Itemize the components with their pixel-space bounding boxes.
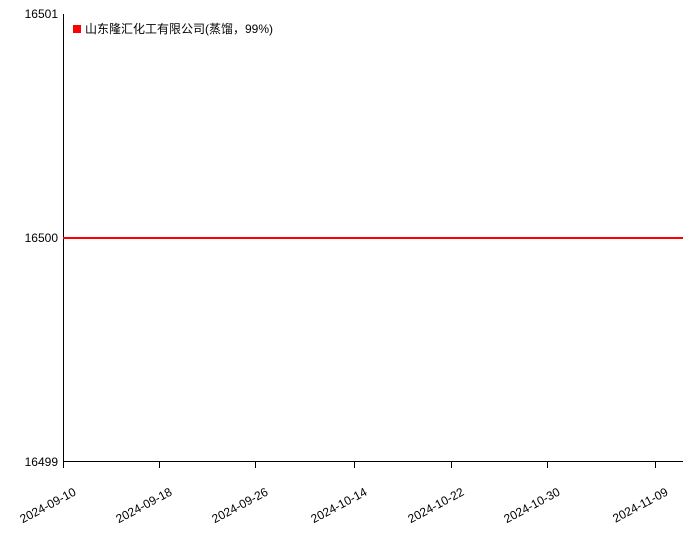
x-tick-mark xyxy=(159,462,160,468)
legend-label: 山东隆汇化工有限公司(蒸馏，99%) xyxy=(85,20,273,37)
x-tick-label: 2024-09-26 xyxy=(193,485,270,535)
x-tick-mark xyxy=(255,462,256,468)
x-tick-label: 2024-11-09 xyxy=(593,485,670,535)
x-tick-mark xyxy=(63,462,64,468)
x-tick-mark xyxy=(354,462,355,468)
x-tick-label: 2024-09-10 xyxy=(1,485,78,535)
x-tick-mark xyxy=(547,462,548,468)
y-tick-label: 16501 xyxy=(25,7,58,21)
series-line xyxy=(63,237,683,240)
x-tick-label: 2024-10-22 xyxy=(389,485,466,535)
chart-legend: 山东隆汇化工有限公司(蒸馏，99%) xyxy=(73,20,273,37)
x-tick-label: 2024-10-14 xyxy=(292,485,369,535)
x-tick-mark xyxy=(655,462,656,468)
price-chart: 16499 16500 16501 2024-09-10 2024-09-18 2024… xyxy=(0,0,700,550)
x-tick-mark xyxy=(451,462,452,468)
y-tick-label: 16499 xyxy=(25,455,58,469)
y-tick-label: 16500 xyxy=(25,231,58,245)
x-tick-label: 2024-10-30 xyxy=(485,485,562,535)
legend-marker-icon xyxy=(73,25,81,33)
x-tick-label: 2024-09-18 xyxy=(97,485,174,535)
